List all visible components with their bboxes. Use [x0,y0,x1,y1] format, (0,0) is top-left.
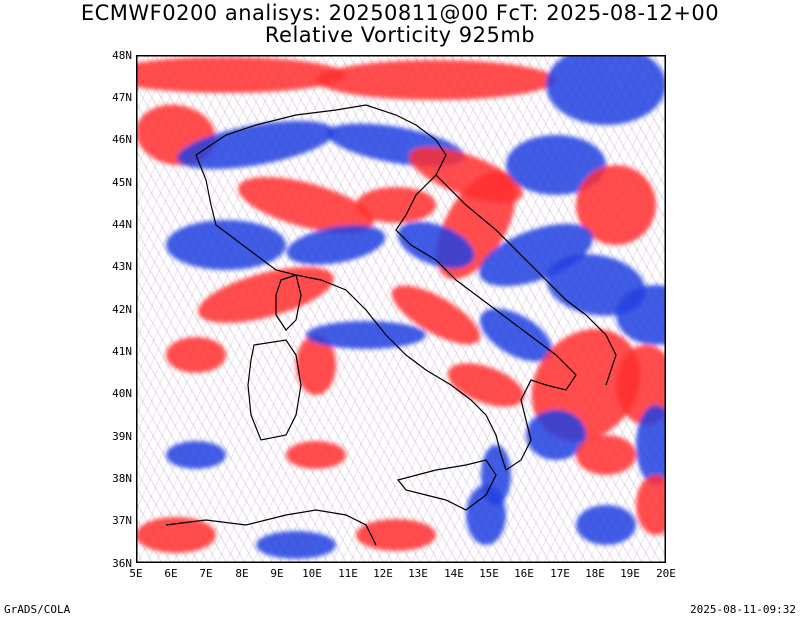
lat-label: 43N [112,260,132,273]
lon-label: 9E [270,567,284,580]
negative-vorticity-area [636,405,666,485]
positive-vorticity-area [166,337,226,373]
lon-label: 12E [373,567,393,580]
positive-vorticity-area [356,519,436,551]
lon-label: 17E [550,567,570,580]
negative-vorticity-area [479,308,553,362]
sardinia-coastline [247,339,302,441]
lat-label: 40N [112,387,132,400]
negative-vorticity-area [616,285,666,345]
positive-vorticity-area [286,441,346,469]
positive-vorticity-area [296,335,336,395]
negative-vorticity-area [177,120,335,170]
positive-vorticity-area [391,285,481,345]
negative-vorticity-area [546,55,666,125]
positive-vorticity-area [616,345,666,425]
negative-vorticity-area [286,225,386,265]
map-border [136,55,666,563]
lat-label: 41N [112,345,132,358]
negative-vorticity-area [166,441,226,469]
lon-label: 5E [129,567,143,580]
lat-label: 46N [112,133,132,146]
lon-label: 8E [235,567,249,580]
lat-label: 37N [112,514,132,527]
positive-vorticity-area [356,187,436,223]
positive-vorticity-area [316,60,556,100]
lon-label: 19E [620,567,640,580]
lat-label: 36N [112,557,132,570]
map-canvas[interactable] [136,55,666,563]
lat-label: 42N [112,303,132,316]
positive-vorticity-area [136,57,346,93]
africa-coastline [165,509,377,546]
vorticity-map [136,55,666,563]
negative-vorticity-area [306,321,426,349]
generation-timestamp: 2025-08-11-09:32 [690,603,796,616]
negative-vorticity-area [546,254,646,316]
software-credit: GrADS/COLA [4,603,71,616]
lon-label: 14E [444,567,464,580]
lat-label: 44N [112,218,132,231]
lon-label: 10E [302,567,322,580]
lon-label: 16E [514,567,534,580]
negative-vorticity-area [506,135,606,195]
lat-label: 39N [112,430,132,443]
sicily-coastline [396,459,497,511]
positive-vorticity-area [198,267,334,323]
italy-coastline [195,104,577,471]
negative-vorticity-area [397,221,475,269]
lon-label: 6E [164,567,178,580]
negative-vorticity-area [526,410,586,460]
lon-label: 20E [656,567,676,580]
lat-label: 38N [112,472,132,485]
positive-vorticity-area [238,177,374,233]
negative-vorticity-area [478,223,594,287]
map-subtitle: Relative Vorticity 925mb [264,23,536,47]
lon-label: 11E [338,567,358,580]
balkan-coastline [435,174,617,386]
map-title: ECMWF0200 analisys: 20250811@00 FcT: 202… [80,1,720,25]
positive-vorticity-area [447,363,525,407]
lon-label: 13E [408,567,428,580]
lon-label: 18E [585,567,605,580]
negative-vorticity-area [166,220,286,270]
lat-label: 47N [112,91,132,104]
lat-label: 48N [112,49,132,62]
lon-label: 7E [199,567,213,580]
positive-vorticity-area [636,475,666,535]
positive-vorticity-area [136,517,216,553]
lon-label: 15E [479,567,499,580]
corsica-coastline [275,274,302,331]
negative-vorticity-area [256,531,336,559]
lat-label: 45N [112,176,132,189]
positive-vorticity-area [576,435,636,475]
negative-vorticity-area [576,505,636,545]
positive-vorticity-area [576,165,656,245]
